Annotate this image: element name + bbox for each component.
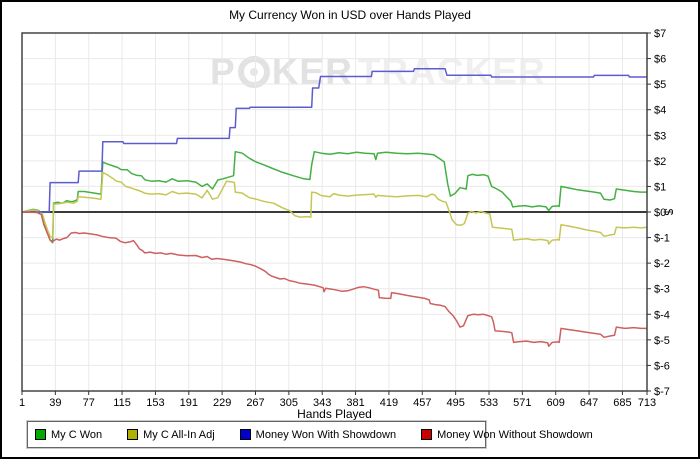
x-axis-title: Hands Played <box>297 407 372 421</box>
x-tick-label: 609 <box>547 397 565 409</box>
y-tick-label: $6 <box>654 54 666 66</box>
legend-swatch-olive <box>127 429 139 440</box>
legend-label: My C All-In Adj <box>143 428 215 441</box>
y-tick-label: $-1 <box>654 233 670 245</box>
series-line-money-won-with-showdown <box>22 68 647 213</box>
y-axis-title: $ <box>661 208 676 216</box>
x-tick-label: 1 <box>19 397 25 409</box>
y-tick-label: $-4 <box>654 309 670 321</box>
chart-title: My Currency Won in USD over Hands Played <box>229 8 471 22</box>
legend-box: My C Won My C All-In Adj Money Won With … <box>27 421 593 448</box>
x-tick-label: 647 <box>580 397 598 409</box>
watermark-text-ker: KER <box>271 51 353 92</box>
y-tick-label: $-6 <box>654 360 670 372</box>
x-tick-label: 713 <box>638 397 656 409</box>
x-tick-label: 115 <box>113 397 131 409</box>
y-tick-label: $0 <box>654 207 666 219</box>
y-tick-label: $-5 <box>654 335 670 347</box>
x-tick-label: 305 <box>280 397 298 409</box>
x-tick-label: 191 <box>180 397 198 409</box>
y-tick-label: $-7 <box>654 386 670 398</box>
x-tick-label: 419 <box>380 397 398 409</box>
legend-label: My C Won <box>51 428 103 441</box>
series-line-my-c-all-in-adj <box>21 171 648 245</box>
legend-item-my-c-all-in-adj: My C All-In Adj <box>127 429 215 441</box>
x-tick-label: 381 <box>346 397 364 409</box>
x-tick-label: 457 <box>413 397 431 409</box>
x-tick-label: 343 <box>313 397 331 409</box>
legend-swatch-red <box>421 429 433 440</box>
series-line-money-won-without-showdown <box>21 211 647 348</box>
x-tick-label: 495 <box>446 397 464 409</box>
y-tick-label: $-3 <box>654 284 670 296</box>
x-tick-label: 39 <box>49 397 61 409</box>
legend-swatch-green <box>35 429 46 440</box>
x-tick-label: 229 <box>213 397 231 409</box>
y-tick-label: $-2 <box>654 258 670 270</box>
y-tick-label: $5 <box>654 79 666 91</box>
legend-item-money-won-without-showdown: Money Won Without Showdown <box>421 429 593 441</box>
legend-item-money-won-with-showdown: Money Won With Showdown <box>239 428 397 441</box>
y-tick-label: $7 <box>654 28 666 40</box>
legend-label: Money Won Without Showdown <box>437 428 593 441</box>
x-tick-label: 153 <box>146 397 164 409</box>
y-tick-label: $4 <box>654 105 666 117</box>
x-tick-label: 77 <box>83 397 95 409</box>
legend-swatch-blue <box>239 429 251 440</box>
y-tick-label: $2 <box>654 156 666 168</box>
y-tick-label: $3 <box>654 130 666 142</box>
legend-label: Money Won With Showdown <box>255 428 397 441</box>
x-tick-label: 685 <box>613 397 631 409</box>
series-line-my-c-won <box>21 150 647 244</box>
y-tick-label: $1 <box>654 181 666 193</box>
legend-item-my-c-won: My C Won <box>35 429 102 441</box>
x-tick-label: 533 <box>480 397 498 409</box>
x-tick-label: 571 <box>513 397 531 409</box>
x-tick-label: 267 <box>246 397 264 409</box>
